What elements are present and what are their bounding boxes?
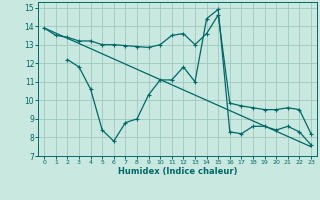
X-axis label: Humidex (Indice chaleur): Humidex (Indice chaleur) (118, 167, 237, 176)
